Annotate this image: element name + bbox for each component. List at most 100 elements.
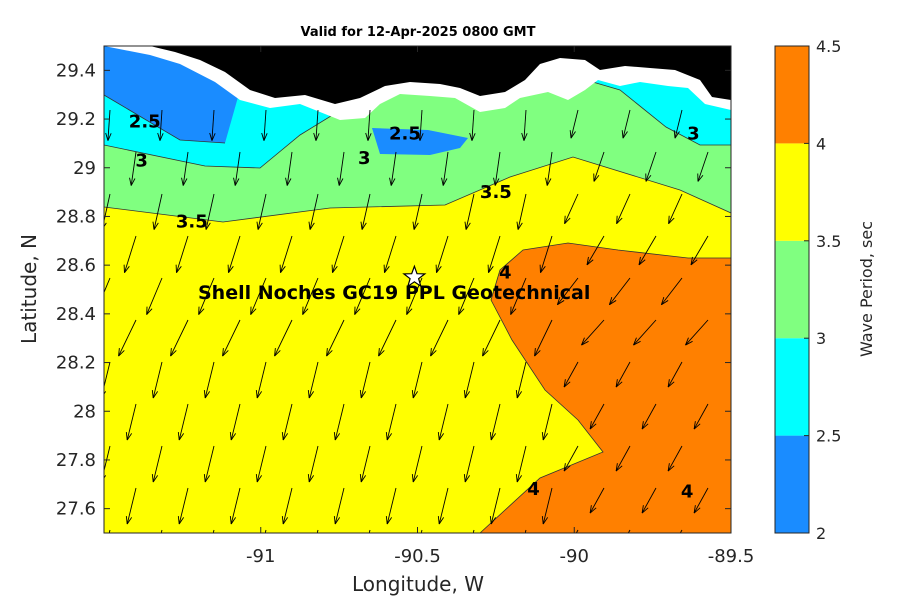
wave-arrow [469, 109, 476, 141]
colorbar-tick-label: 4 [816, 134, 826, 153]
contour-line-3 [104, 94, 226, 144]
wave-arrow [693, 403, 709, 430]
wave-arrow [615, 361, 631, 388]
land-mass [150, 46, 731, 104]
wave-arrow [510, 277, 527, 315]
wave-arrow [170, 319, 189, 357]
wave-arrow [203, 361, 215, 399]
wave-arrow [563, 445, 579, 472]
wave-arrow [430, 319, 449, 357]
wave-arrow [104, 445, 111, 479]
contour-label: 3 [135, 150, 148, 171]
wave-arrow [569, 109, 579, 139]
colorbar-tick-label: 4.5 [816, 37, 841, 56]
wave-arrow [129, 151, 137, 186]
wave-arrow [697, 151, 709, 182]
wave-arrow [354, 277, 371, 315]
contour-label: 4 [681, 482, 694, 503]
wave-arrow [123, 235, 137, 273]
y-tick-label: 29 [73, 158, 96, 179]
wave-arrow [177, 487, 189, 525]
wave-arrow [621, 109, 631, 139]
wave-arrow [515, 445, 527, 483]
y-axis-label: Latitude, N [17, 234, 41, 344]
wave-arrow [152, 193, 163, 230]
contour-label: 3.5 [176, 211, 208, 232]
wave-arrow [104, 361, 111, 395]
wave-arrow [365, 109, 372, 141]
colorbar-band [775, 338, 809, 436]
wave-arrow [556, 277, 579, 306]
wave-arrow [279, 235, 293, 273]
wave-arrow [489, 487, 501, 525]
colorbar: 2 2.5 3 3.5 4 4.5 [774, 37, 841, 543]
wave-arrow [281, 487, 293, 525]
wave-arrow [589, 403, 605, 430]
wave-arrow [638, 235, 657, 266]
wave-arrow [331, 235, 345, 273]
contour-line-1 [104, 156, 731, 223]
wave-arrow [250, 277, 267, 315]
wave-arrow [125, 487, 137, 525]
wave-arrow [463, 361, 475, 399]
wave-arrow [274, 319, 293, 357]
y-tick-label: 28.4 [56, 304, 96, 325]
wave-arrow [313, 109, 320, 141]
wave-arrow [521, 109, 528, 141]
wave-arrow [229, 403, 241, 441]
contour-label: 4 [499, 262, 512, 283]
wave-arrow [316, 529, 319, 533]
wave-arrow [308, 193, 319, 230]
wave-arrow [385, 487, 397, 525]
colorbar-label: Wave Period, sec [857, 221, 876, 357]
wave-arrow [589, 487, 605, 514]
wave-arrow [203, 445, 215, 483]
wave-arrow [463, 445, 475, 483]
wave-arrow [693, 487, 709, 514]
wave-arrow [125, 403, 137, 441]
band-4-4.5 [480, 243, 731, 533]
wave-arrow [160, 529, 163, 533]
wave-arrow [255, 361, 267, 399]
site-star-marker [402, 264, 427, 288]
wave-arrow [458, 277, 475, 315]
wave-arrow [378, 319, 397, 357]
wave-arrow [615, 445, 631, 472]
wave-arrow [586, 235, 605, 266]
wave-arrow [229, 487, 241, 525]
wave-arrow [359, 361, 371, 399]
wave-arrow [411, 361, 423, 399]
wave-arrow [641, 403, 657, 430]
wave-arrow [472, 529, 475, 533]
contour-line-4 [479, 242, 731, 533]
colorbar-tick-label: 2 [816, 524, 826, 543]
wave-arrow [389, 151, 397, 186]
wave-arrow [181, 151, 189, 186]
wave-arrow [515, 361, 527, 399]
y-tick-label: 28.2 [56, 353, 96, 374]
wave-arrow [368, 529, 371, 533]
wave-arrow [690, 235, 709, 266]
wave-arrow [177, 403, 189, 441]
wave-arrow [151, 361, 163, 399]
band-2-2.5-inlet [372, 128, 468, 155]
wave-arrow [412, 193, 423, 230]
chart-title: Valid for 12-Apr-2025 0800 GMT [301, 25, 536, 40]
wave-arrow [256, 193, 267, 230]
wave-arrow [118, 319, 137, 357]
wave-arrow [679, 529, 683, 533]
wave-arrow [593, 151, 605, 182]
y-tick-label: 27.6 [56, 499, 96, 520]
wave-arrow [482, 319, 501, 357]
colorbar-frame [774, 45, 810, 534]
wave-arrow [105, 109, 112, 141]
wave-arrow [233, 151, 241, 186]
y-tick-label: 29.4 [56, 60, 96, 81]
wave-arrow [645, 151, 657, 182]
wave-arrow [616, 193, 631, 225]
wave-arrow [337, 151, 345, 186]
wave-arrow [302, 277, 319, 315]
wave-arrow [539, 235, 553, 273]
wave-arrow [175, 235, 189, 273]
y-tick-label: 27.8 [56, 450, 96, 471]
